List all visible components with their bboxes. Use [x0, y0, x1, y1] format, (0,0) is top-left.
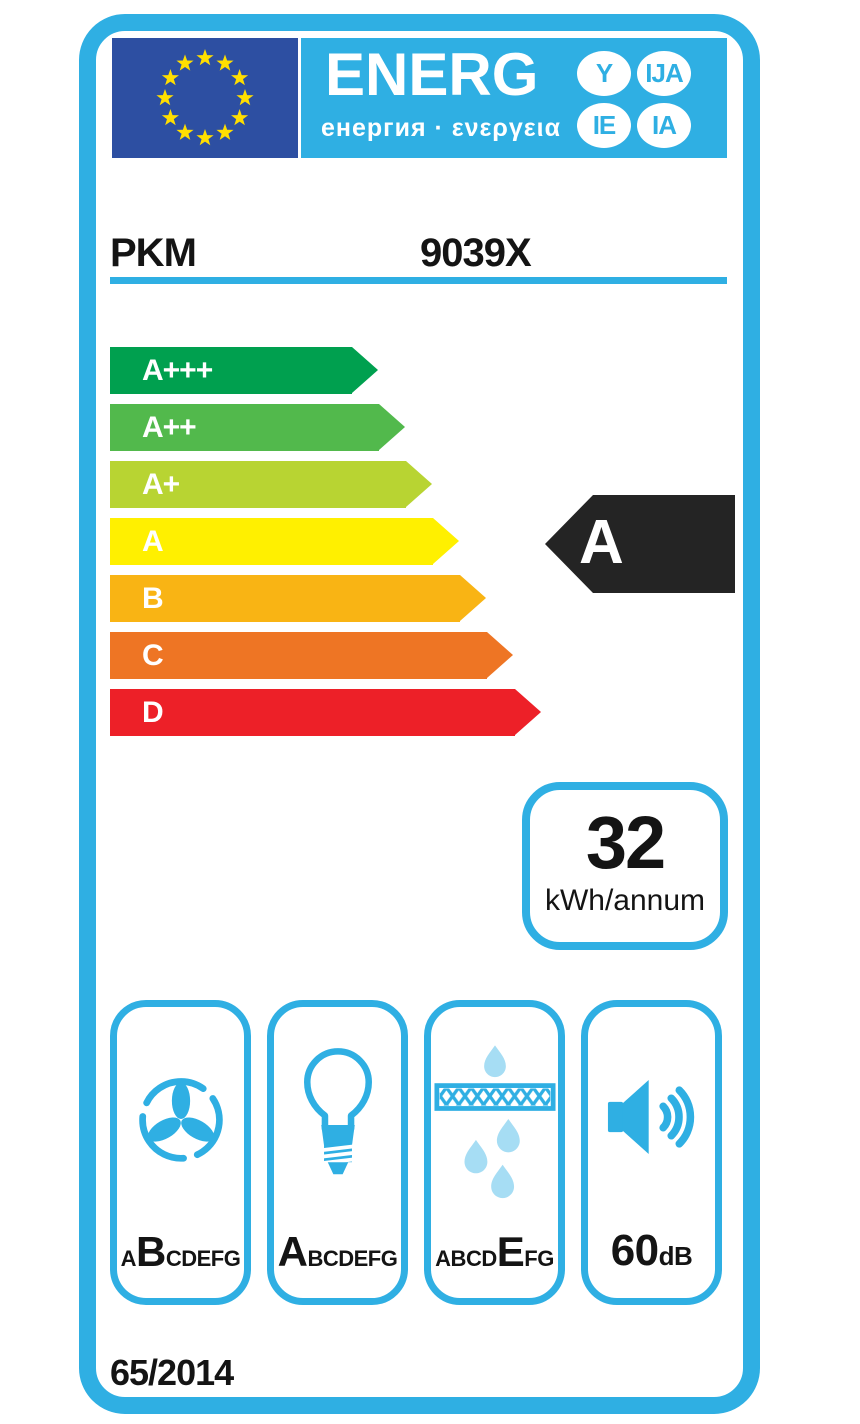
lighting-grade: A [277, 1228, 308, 1275]
speaker-icon [607, 1079, 694, 1154]
rating-letter: A [579, 508, 624, 577]
energ-subtitle: енергия · ενεργεια [321, 114, 561, 142]
arrow-tip [460, 575, 486, 621]
suffix-circle-ija: IJA [637, 51, 691, 96]
arrow-tip [487, 632, 513, 678]
class-arrow-c: C [110, 632, 541, 679]
noise-unit: dB [658, 1241, 693, 1271]
arrow-tip [515, 689, 541, 735]
noise-value: 60 [610, 1226, 659, 1275]
energ-wordmark: ENERG [325, 41, 539, 108]
lighting-efficiency-box: ABCDEFG [267, 1000, 408, 1305]
grease-filter-icon [433, 1044, 556, 1198]
language-suffix-grid: Y IJA IE IA [577, 51, 691, 148]
regulation-number: 65/2014 [110, 1352, 234, 1393]
suffix-circle-y: Y [577, 51, 631, 96]
annual-energy-box: 32 kWh/annum [522, 782, 728, 950]
energ-logo-box: ENERG енергия · ενεργεια Y IJA IE IA [301, 38, 727, 158]
noise-value-row: 60dB [611, 1226, 693, 1276]
class-arrow-d: D [110, 689, 541, 736]
arrow-tip [352, 347, 378, 393]
class-arrow-a: A [110, 518, 541, 565]
indicator-body [593, 495, 735, 593]
fluid-dynamic-grade: B [136, 1228, 166, 1275]
divider-rule [110, 277, 727, 284]
grease-filtering-efficiency-box: ABCDEFG [424, 1000, 565, 1305]
class-arrow-a-plus: A+ [110, 461, 541, 508]
brand-name: PKM [110, 231, 197, 275]
class-label: C [142, 638, 164, 672]
arrow-tip [433, 518, 459, 564]
noise-level-box: 60dB [581, 1000, 722, 1305]
annual-energy-unit: kWh/annum [544, 884, 706, 917]
efficiency-scale: A+++ A++ A+ A B C D [110, 347, 541, 746]
arrow-tip [406, 461, 432, 507]
eu-flag-icon [112, 38, 298, 158]
arrow-tip [379, 404, 405, 450]
energy-label: ENERG енергия · ενεργεια Y IJA IE IA PKM… [79, 14, 760, 1414]
annual-energy-value: 32 [585, 801, 666, 884]
lighting-grade-row: ABCDEFG [277, 1228, 398, 1275]
grease-filtering-grade: E [496, 1228, 525, 1275]
class-arrow-a-plus-plus-plus: A+++ [110, 347, 541, 394]
indicator-tip [545, 495, 593, 593]
class-arrow-a-plus-plus: A++ [110, 404, 541, 451]
fluid-dynamic-grade-row: ABCDEFG [120, 1228, 241, 1275]
rating-indicator: A [545, 495, 735, 593]
class-arrow-b: B [110, 575, 541, 622]
class-label: A++ [142, 410, 197, 444]
class-label: B [142, 581, 164, 615]
light-bulb-icon [303, 1048, 372, 1175]
class-label: A [142, 524, 164, 558]
fan-icon [138, 1077, 223, 1162]
suffix-circle-ia: IA [637, 103, 691, 148]
class-label: D [142, 695, 164, 729]
fluid-dynamic-efficiency-box: ABCDEFG [110, 1000, 251, 1305]
model-number: 9039X [420, 231, 532, 275]
grease-filtering-grade-row: ABCDEFG [435, 1228, 554, 1275]
class-label: A+++ [142, 353, 213, 387]
class-label: A+ [142, 467, 180, 501]
suffix-circle-ie: IE [577, 103, 631, 148]
